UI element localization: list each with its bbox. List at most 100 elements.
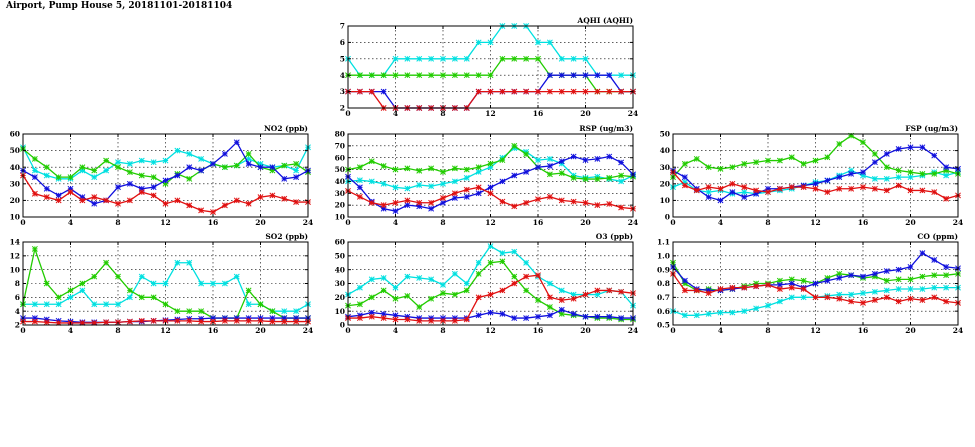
x-tick-label: 4 bbox=[718, 218, 723, 227]
y-tick-label: 60 bbox=[335, 238, 345, 247]
data-point-blue bbox=[91, 200, 98, 207]
data-point-red bbox=[245, 200, 252, 207]
data-point-red bbox=[186, 202, 193, 209]
data-point-blue bbox=[368, 309, 375, 316]
chart-o3: 0 4 8 12 16 20 24 0 10 20 30 40 50 60 O3 (ppb) bbox=[335, 232, 639, 335]
data-point-cyan bbox=[594, 291, 601, 298]
x-tick-label: 24 bbox=[303, 326, 313, 335]
x-tick-label: 0 bbox=[345, 326, 350, 335]
data-point-cyan bbox=[535, 39, 541, 46]
data-point-blue bbox=[269, 164, 276, 171]
chart-title: NO2 (ppb) bbox=[264, 124, 308, 133]
data-point-blue bbox=[126, 180, 133, 187]
data-point-blue bbox=[31, 315, 38, 322]
data-point-blue bbox=[392, 312, 399, 319]
data-point-red bbox=[257, 317, 264, 324]
data-point-green bbox=[788, 276, 795, 283]
data-point-red bbox=[705, 184, 712, 191]
y-tick-label: 20 bbox=[660, 179, 670, 188]
data-point-blue bbox=[198, 315, 205, 322]
data-point-green bbox=[618, 172, 625, 179]
data-point-cyan bbox=[31, 301, 38, 308]
data-point-cyan bbox=[428, 276, 435, 283]
data-point-cyan bbox=[883, 175, 890, 182]
data-point-red bbox=[618, 288, 625, 295]
data-point-cyan bbox=[43, 301, 50, 308]
x-tick-label: 20 bbox=[580, 326, 590, 335]
data-point-green bbox=[570, 174, 577, 181]
data-point-red bbox=[269, 192, 276, 199]
data-point-red bbox=[895, 182, 902, 189]
data-point-cyan bbox=[943, 284, 950, 291]
data-point-blue bbox=[138, 185, 145, 192]
data-point-green bbox=[428, 295, 435, 302]
x-tick-label: 16 bbox=[858, 218, 868, 227]
data-point-red bbox=[812, 185, 819, 192]
data-point-blue bbox=[705, 287, 712, 294]
data-point-green bbox=[693, 155, 700, 162]
data-point-blue bbox=[416, 203, 423, 210]
x-tick-label: 8 bbox=[115, 218, 120, 227]
data-point-green bbox=[681, 160, 688, 167]
data-point-blue bbox=[293, 174, 300, 181]
data-point-cyan bbox=[380, 180, 387, 187]
data-point-blue bbox=[31, 174, 38, 181]
data-point-red bbox=[594, 287, 601, 294]
data-point-blue bbox=[848, 170, 855, 177]
x-tick-label: 12 bbox=[485, 326, 495, 335]
data-point-green bbox=[753, 280, 760, 287]
data-point-green bbox=[67, 174, 74, 181]
y-tick-label: 2 bbox=[340, 104, 345, 113]
data-point-green bbox=[55, 174, 62, 181]
data-point-green bbox=[511, 273, 518, 280]
data-point-red bbox=[392, 316, 399, 323]
y-tick-label: 5 bbox=[340, 54, 345, 63]
data-point-green bbox=[293, 160, 300, 167]
data-point-red bbox=[765, 189, 771, 196]
data-point-red bbox=[919, 297, 926, 304]
data-point-cyan bbox=[546, 280, 553, 287]
data-point-cyan bbox=[463, 174, 470, 181]
data-point-cyan bbox=[871, 175, 878, 182]
data-point-red bbox=[511, 88, 518, 95]
data-point-red bbox=[511, 280, 518, 287]
data-point-red bbox=[753, 283, 760, 290]
data-point-green bbox=[126, 169, 133, 176]
data-point-green bbox=[79, 164, 86, 171]
data-point-cyan bbox=[546, 155, 553, 162]
data-point-red bbox=[705, 290, 712, 297]
data-point-blue bbox=[836, 174, 843, 181]
data-point-red bbox=[245, 317, 252, 324]
data-point-red bbox=[535, 88, 541, 95]
data-point-red bbox=[717, 185, 724, 192]
data-point-blue bbox=[499, 310, 506, 317]
x-tick-label: 0 bbox=[670, 326, 675, 335]
data-point-cyan bbox=[392, 184, 399, 191]
data-point-green bbox=[943, 167, 950, 174]
data-point-green bbox=[546, 171, 553, 178]
data-point-red bbox=[368, 313, 375, 320]
data-point-blue bbox=[440, 199, 446, 206]
x-tick-label: 24 bbox=[953, 218, 963, 227]
x-tick-label: 16 bbox=[533, 326, 543, 335]
data-point-red bbox=[451, 317, 458, 324]
data-point-cyan bbox=[499, 250, 506, 257]
data-point-cyan bbox=[717, 309, 724, 316]
data-point-blue bbox=[245, 315, 252, 322]
data-point-blue bbox=[162, 177, 169, 184]
data-point-red bbox=[233, 197, 240, 204]
data-point-green bbox=[150, 174, 157, 181]
data-point-red bbox=[582, 199, 589, 206]
data-point-cyan bbox=[475, 39, 482, 46]
data-point-cyan bbox=[558, 55, 565, 62]
data-point-red bbox=[186, 317, 193, 324]
x-tick-label: 12 bbox=[810, 218, 820, 227]
data-point-red bbox=[883, 294, 890, 301]
x-tick-label: 24 bbox=[303, 218, 313, 227]
data-point-cyan bbox=[570, 291, 577, 298]
data-point-red bbox=[919, 187, 926, 194]
data-point-cyan bbox=[356, 284, 363, 291]
x-tick-label: 16 bbox=[533, 218, 543, 227]
data-point-red bbox=[79, 197, 86, 204]
data-point-red bbox=[523, 273, 530, 280]
